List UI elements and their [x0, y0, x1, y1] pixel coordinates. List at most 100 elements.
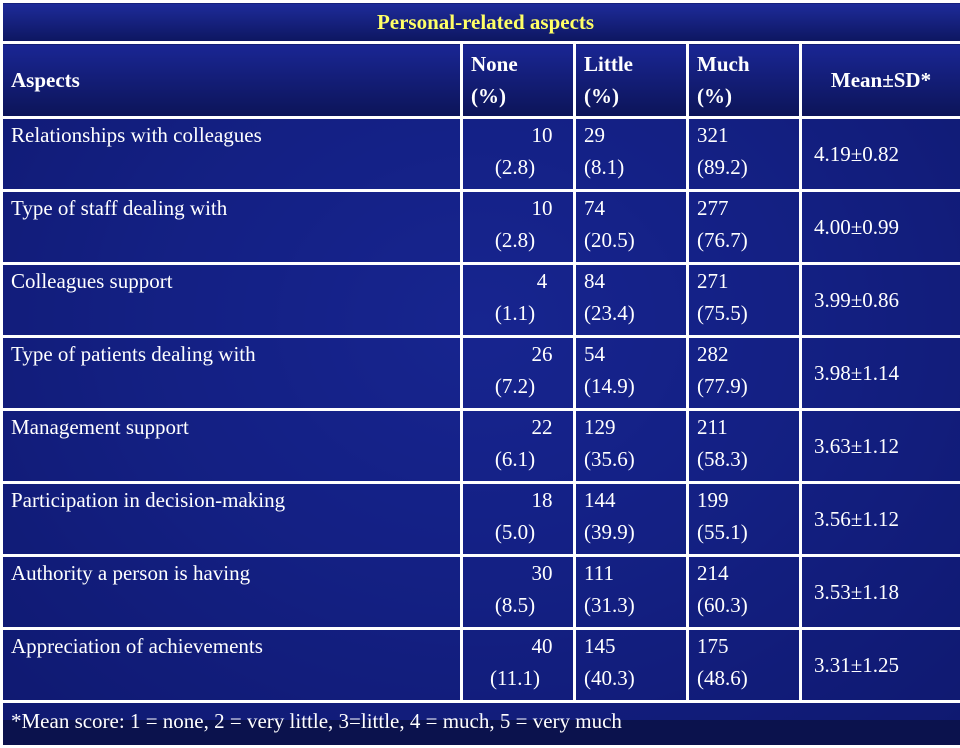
much-percent: (89.2) — [697, 151, 799, 183]
much-count: 199 — [697, 484, 799, 516]
header-aspects: Aspects — [2, 43, 462, 118]
header-little-label: Little — [584, 48, 686, 80]
none-percent: (6.1) — [463, 443, 573, 475]
little-count: 29 — [584, 119, 686, 151]
aspect-cell: Participation in decision-making — [2, 483, 462, 556]
none-count: 10 — [463, 192, 573, 224]
little-count: 74 — [584, 192, 686, 224]
little-count: 144 — [584, 484, 686, 516]
none-percent: (11.1) — [463, 662, 573, 694]
mean-sd-cell: 4.19±0.82 — [801, 118, 960, 191]
none-percent: (7.2) — [463, 370, 573, 402]
much-percent: (48.6) — [697, 662, 799, 694]
table-title: Personal-related aspects — [2, 2, 960, 43]
none-percent: (5.0) — [463, 516, 573, 548]
little-percent: (8.1) — [584, 151, 686, 183]
none-count: 30 — [463, 557, 573, 589]
much-count: 277 — [697, 192, 799, 224]
none-percent: (8.5) — [463, 589, 573, 621]
none-cell: 18(5.0) — [462, 483, 575, 556]
footnote-text: *Mean score: 1 = none, 2 = very little, … — [2, 702, 960, 747]
much-count: 282 — [697, 338, 799, 370]
little-count: 111 — [584, 557, 686, 589]
header-mean: Mean±SD* — [801, 43, 960, 118]
header-little: Little (%) — [575, 43, 688, 118]
mean-sd-cell: 3.56±1.12 — [801, 483, 960, 556]
none-cell: 4(1.1) — [462, 264, 575, 337]
mean-sd-cell: 3.98±1.14 — [801, 337, 960, 410]
aspect-cell: Appreciation of achievements — [2, 629, 462, 702]
none-count: 26 — [463, 338, 573, 370]
none-cell: 10(2.8) — [462, 191, 575, 264]
none-cell: 26(7.2) — [462, 337, 575, 410]
mean-sd-cell: 3.31±1.25 — [801, 629, 960, 702]
little-percent: (35.6) — [584, 443, 686, 475]
mean-sd-cell: 3.63±1.12 — [801, 410, 960, 483]
little-percent: (20.5) — [584, 224, 686, 256]
aspect-cell: Management support — [2, 410, 462, 483]
much-percent: (77.9) — [697, 370, 799, 402]
none-cell: 22(6.1) — [462, 410, 575, 483]
much-cell: 282(77.9) — [688, 337, 801, 410]
aspect-cell: Relationships with colleagues — [2, 118, 462, 191]
little-count: 129 — [584, 411, 686, 443]
none-count: 4 — [463, 265, 573, 297]
much-percent: (55.1) — [697, 516, 799, 548]
footnote-row: *Mean score: 1 = none, 2 = very little, … — [2, 702, 960, 747]
much-cell: 199(55.1) — [688, 483, 801, 556]
much-cell: 211(58.3) — [688, 410, 801, 483]
little-percent: (39.9) — [584, 516, 686, 548]
aspect-cell: Authority a person is having — [2, 556, 462, 629]
little-count: 84 — [584, 265, 686, 297]
header-little-unit: (%) — [584, 80, 686, 112]
little-cell: 29(8.1) — [575, 118, 688, 191]
much-count: 175 — [697, 630, 799, 662]
little-percent: (40.3) — [584, 662, 686, 694]
none-cell: 30(8.5) — [462, 556, 575, 629]
aspect-cell: Type of patients dealing with — [2, 337, 462, 410]
little-cell: 129(35.6) — [575, 410, 688, 483]
header-none: None (%) — [462, 43, 575, 118]
none-count: 40 — [463, 630, 573, 662]
little-cell: 144(39.9) — [575, 483, 688, 556]
little-cell: 111(31.3) — [575, 556, 688, 629]
much-percent: (75.5) — [697, 297, 799, 329]
none-percent: (2.8) — [463, 151, 573, 183]
little-cell: 145(40.3) — [575, 629, 688, 702]
much-cell: 214(60.3) — [688, 556, 801, 629]
little-count: 54 — [584, 338, 686, 370]
much-cell: 271(75.5) — [688, 264, 801, 337]
little-cell: 84(23.4) — [575, 264, 688, 337]
much-count: 321 — [697, 119, 799, 151]
little-percent: (23.4) — [584, 297, 686, 329]
much-percent: (76.7) — [697, 224, 799, 256]
much-cell: 175(48.6) — [688, 629, 801, 702]
much-count: 271 — [697, 265, 799, 297]
table-title-row: Personal-related aspects — [2, 2, 960, 43]
much-percent: (58.3) — [697, 443, 799, 475]
much-cell: 321(89.2) — [688, 118, 801, 191]
none-percent: (2.8) — [463, 224, 573, 256]
little-cell: 74(20.5) — [575, 191, 688, 264]
much-cell: 277(76.7) — [688, 191, 801, 264]
header-none-unit: (%) — [471, 80, 573, 112]
little-count: 145 — [584, 630, 686, 662]
none-count: 10 — [463, 119, 573, 151]
none-cell: 10(2.8) — [462, 118, 575, 191]
header-much-label: Much — [697, 48, 799, 80]
little-percent: (14.9) — [584, 370, 686, 402]
much-count: 211 — [697, 411, 799, 443]
none-percent: (1.1) — [463, 297, 573, 329]
mean-sd-cell: 3.53±1.18 — [801, 556, 960, 629]
header-much: Much (%) — [688, 43, 801, 118]
none-cell: 40(11.1) — [462, 629, 575, 702]
much-count: 214 — [697, 557, 799, 589]
